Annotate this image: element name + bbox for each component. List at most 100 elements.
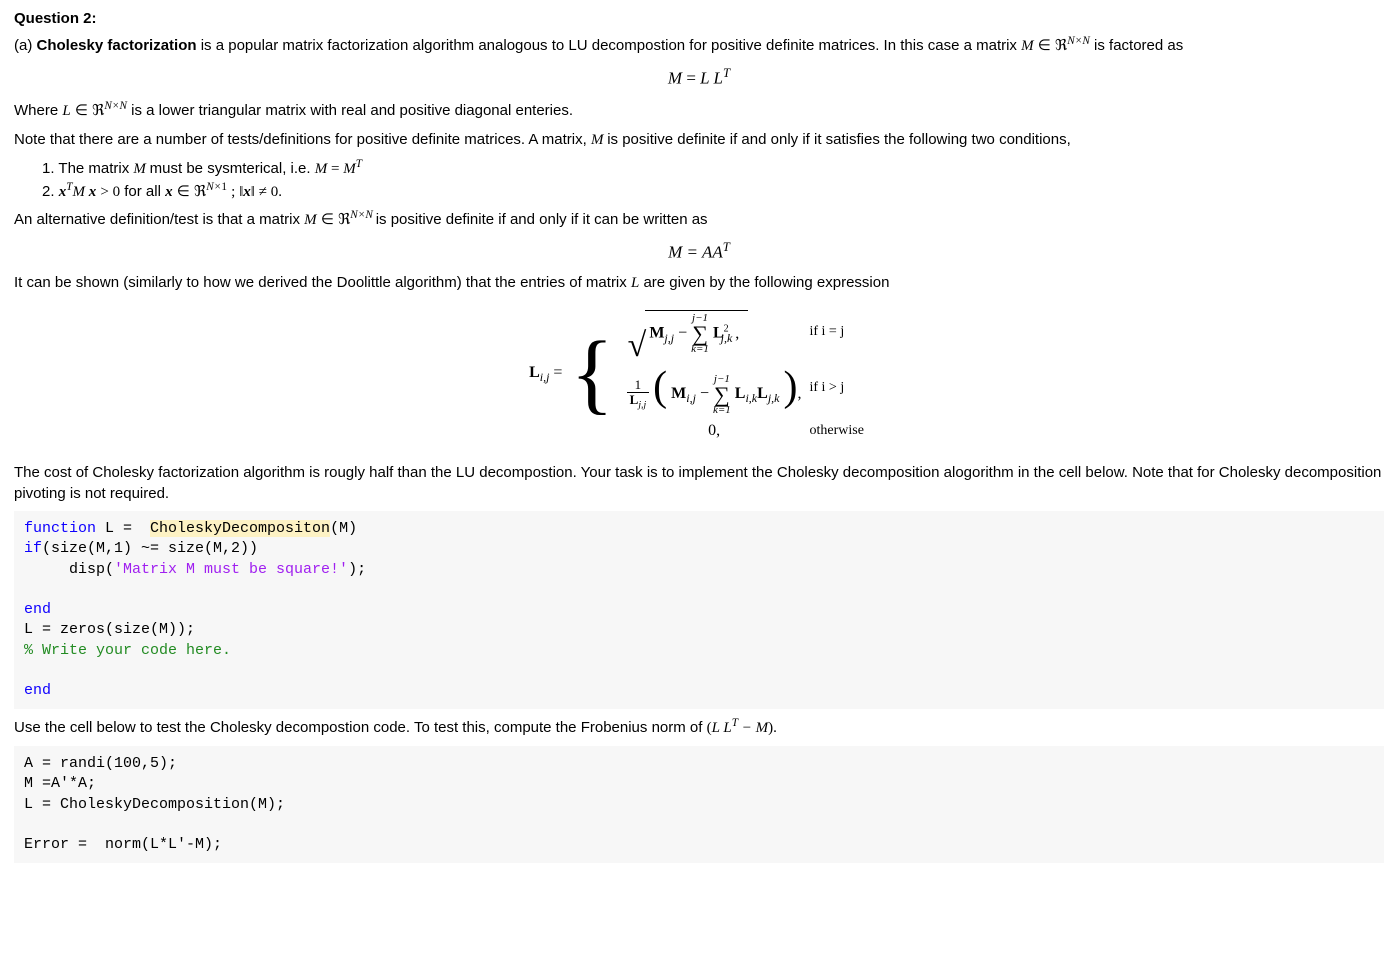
where-a: Where	[14, 102, 62, 119]
c1-l2b: (size(M,1) ~= size(M,2))	[42, 540, 258, 557]
note-a: Note that there are a number of tests/de…	[14, 131, 591, 148]
cond2-R: ℜ	[194, 184, 206, 200]
alt-def-paragraph: An alternative definition/test is that a…	[14, 207, 1384, 232]
altdef-R: ℜ	[338, 212, 350, 228]
math-in-2: ∈	[75, 103, 88, 119]
test-paragraph: Use the cell below to test the Cholesky …	[14, 715, 1384, 740]
cond1-MT: MT	[343, 161, 362, 177]
conditions-list: 1. The matrix M must be sysmterical, i.e…	[42, 158, 1384, 201]
note-b: is positive definite if and only if it s…	[607, 131, 1071, 148]
case2-cond: if i > j	[806, 361, 866, 419]
equation-1: M = L LT	[14, 66, 1384, 89]
equation-2: M = AAT	[14, 240, 1384, 263]
cond2-x: x	[165, 184, 173, 200]
altdef-in: ∈	[321, 212, 334, 228]
derive-b: are given by the following expression	[639, 274, 889, 291]
cond2-a: 2.	[42, 183, 59, 200]
test-expr: L LT − M	[712, 720, 769, 736]
cond1-M: M	[133, 161, 149, 177]
case2-expr: 1 Lj,j ( Mi,j − j−1 ∑ k=1 Li,kLj,k ),	[624, 361, 805, 419]
kw-end2: end	[24, 682, 51, 699]
math-NxN-2: N×N	[104, 103, 127, 119]
cond2-ne0: ‖ ≠ 0.	[251, 184, 282, 200]
cost-paragraph: The cost of Cholesky factorization algor…	[14, 462, 1384, 506]
piecewise-formula: Li,j = { √ Mj,j − j−1 ∑ k=1 L2j,k, if i …	[14, 305, 1384, 443]
sum1-sigma: ∑	[691, 324, 709, 344]
cond1-a: 1. The matrix	[42, 160, 133, 177]
note-paragraph: Note that there are a number of tests/de…	[14, 129, 1384, 152]
intro-text-2: is factored as	[1090, 37, 1183, 54]
eq2-T: T	[723, 240, 730, 254]
c1-comment: % Write your code here.	[24, 642, 231, 659]
kw-function: function	[24, 520, 96, 537]
math-NxN: N×N	[1067, 38, 1090, 54]
math-L: L	[62, 103, 70, 119]
sum-2: j−1 ∑ k=1	[713, 374, 731, 416]
term-cholesky: Cholesky factorization	[37, 37, 197, 54]
cond1-eq: M	[315, 161, 331, 177]
cond2-gt0: > 0	[100, 184, 120, 200]
eq2-text: M = AA	[668, 242, 723, 261]
cond2-in: ∈	[177, 184, 190, 200]
eq1-eq: =	[682, 68, 700, 87]
math-R: ℜ	[1055, 38, 1067, 54]
sqrt-content: Mj,j − j−1 ∑ k=1 L2j,k,	[645, 310, 748, 355]
question-title: Question 2:	[14, 10, 1384, 27]
part-label: (a)	[14, 37, 37, 54]
case2-frac: 1 Lj,j	[627, 378, 650, 412]
formula-brace: {	[567, 307, 616, 441]
code-block-2: A = randi(100,5); M =A'*A; L = CholeskyD…	[14, 746, 1384, 863]
c2-l3: L = CholeskyDecomposition(M);	[24, 796, 285, 813]
sum1-lower: k=1	[691, 344, 709, 355]
c1-l1b: L =	[96, 520, 150, 537]
frac-num: 1	[627, 378, 650, 393]
case3-expr: 0,	[624, 422, 805, 440]
eq1-T: T	[723, 66, 730, 80]
condition-2: 2. xTM x > 0 for all x ∈ ℜN×1 ; ‖x‖ ≠ 0.	[42, 181, 1384, 201]
c1-l3c: );	[348, 561, 366, 578]
c2-l5: Error = norm(L*L'-M);	[24, 836, 222, 853]
intro-text-1: is a popular matrix factorization algori…	[197, 37, 1022, 54]
cond2-x2: x	[243, 184, 251, 200]
where-paragraph: Where L ∈ ℜN×N is a lower triangular mat…	[14, 98, 1384, 123]
cond2-b: for all	[120, 183, 165, 200]
derive-a: It can be shown (similarly to how we der…	[14, 274, 631, 291]
cond2-xTMx: xTM x	[59, 184, 97, 200]
sum2-lower: k=1	[713, 405, 731, 416]
test-paren2: ).	[768, 720, 777, 736]
sqrt-symbol: √	[628, 327, 647, 364]
eq1-M: M	[668, 68, 682, 87]
case3-cond: otherwise	[806, 422, 866, 440]
test-paren: (	[707, 720, 712, 736]
math-in: ∈	[1038, 38, 1051, 54]
condition-1: 1. The matrix M must be sysmterical, i.e…	[42, 158, 1384, 178]
cond2-one: 1	[221, 184, 227, 200]
c1-l1d: (M)	[330, 520, 357, 537]
cond1-eqsign: =	[331, 161, 343, 177]
altdef-a: An alternative definition/test is that a…	[14, 211, 304, 228]
c2-l2: M =A'*A;	[24, 775, 96, 792]
formula-L: L	[529, 364, 540, 381]
derive-paragraph: It can be shown (similarly to how we der…	[14, 272, 1384, 295]
code-block-1: function L = CholeskyDecompositon(M) if(…	[14, 511, 1384, 709]
cond2-Nx1: N×	[206, 184, 221, 200]
formula-cases: √ Mj,j − j−1 ∑ k=1 L2j,k, if i = j 1 Lj,…	[619, 307, 872, 441]
eq1-LL: L L	[700, 68, 723, 87]
test-a: Use the cell below to test the Cholesky …	[14, 719, 707, 736]
sum2-sigma: ∑	[713, 385, 731, 405]
fn-name-highlight: CholeskyDecompositon	[150, 520, 330, 537]
formula-ij: i,j	[540, 370, 550, 384]
c2-l1: A = randi(100,5);	[24, 755, 177, 772]
math-M-2: M	[591, 132, 607, 148]
sum-1: j−1 ∑ k=1	[691, 313, 709, 355]
altdef-NxN: N×N	[350, 212, 375, 228]
frac-den: Lj,j	[627, 393, 650, 411]
lparen: (	[653, 364, 667, 410]
math-R-2: ℜ	[92, 103, 104, 119]
c1-string: 'Matrix M must be square!'	[114, 561, 348, 578]
formula-lhs: Li,j =	[526, 307, 565, 441]
cond1-b: must be sysmterical, i.e.	[150, 160, 315, 177]
where-b: is a lower triangular matrix with real a…	[127, 102, 573, 119]
kw-end1: end	[24, 601, 51, 618]
c1-l6: L = zeros(size(M));	[24, 621, 195, 638]
